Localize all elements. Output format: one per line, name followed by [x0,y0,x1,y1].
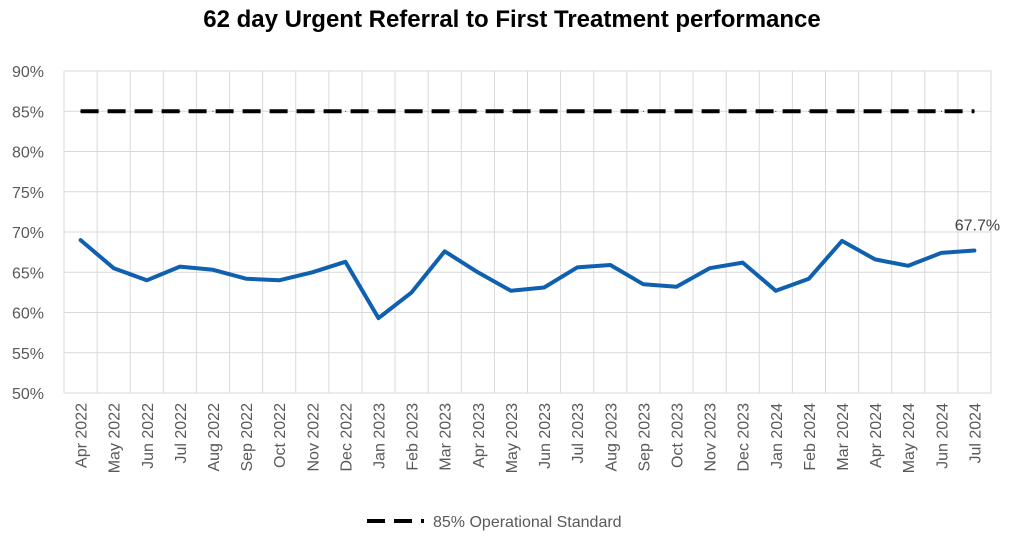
x-tick-label: May 2023 [504,403,521,473]
x-tick-label: Oct 2022 [272,403,289,468]
x-tick-label: Dec 2022 [338,403,355,472]
x-tick-label: Nov 2023 [703,403,720,472]
standard-point [874,110,876,112]
y-tick-label: 55% [12,346,44,363]
x-tick-label: Mar 2023 [438,403,455,471]
x-tick-label: Jul 2023 [570,403,587,464]
x-tick-label: Oct 2023 [669,403,686,468]
standard-point [742,110,744,112]
standard-point [576,110,578,112]
x-tick-label: Jul 2022 [173,403,190,464]
x-tick-label: Jan 2024 [769,403,786,469]
performance-point [576,266,578,268]
performance-point [80,239,82,241]
x-tick-label: Apr 2023 [471,403,488,468]
chart-title: 62 day Urgent Referral to First Treatmen… [203,6,821,33]
y-tick-label: 80% [12,145,44,162]
x-tick-label: Sep 2023 [636,403,653,472]
standard-point [510,110,512,112]
y-tick-label: 75% [12,185,44,202]
performance-point [510,290,512,292]
performance-point [146,279,148,281]
x-tick-label: May 2024 [901,403,918,473]
x-tick-label: Jun 2023 [537,403,554,469]
x-tick-label: Aug 2023 [603,403,620,472]
standard-point [444,110,446,112]
standard-point [675,110,677,112]
standard-point [80,110,82,112]
performance-point [675,286,677,288]
performance-point [477,271,479,273]
standard-point [378,110,380,112]
standard-point [344,110,346,112]
performance-point [874,258,876,260]
x-tick-label: Jan 2023 [372,403,389,469]
x-tick-label: Jun 2022 [140,403,157,469]
y-tick-label: 60% [12,306,44,323]
performance-point [808,278,810,280]
data-label: 67.7% [955,218,1000,235]
performance-point [742,262,744,264]
standard-point [775,110,777,112]
x-tick-label: May 2022 [107,403,124,473]
standard-point [146,110,148,112]
y-tick-label: 85% [12,104,44,121]
x-tick-label: Aug 2022 [206,403,223,472]
x-tick-label: Nov 2022 [305,403,322,472]
x-tick-label: Feb 2023 [405,403,422,471]
performance-point [444,250,446,252]
x-tick-label: Sep 2022 [239,403,256,472]
performance-point [841,240,843,242]
performance-point [709,267,711,269]
standard-point [642,110,644,112]
x-tick-label: Mar 2024 [835,403,852,471]
performance-point [378,317,380,319]
x-tick-label: Apr 2024 [868,403,885,468]
performance-point [179,266,181,268]
standard-point [245,110,247,112]
performance-point [113,267,115,269]
performance-point [940,252,942,254]
y-tick-label: 50% [12,386,44,403]
standard-point [709,110,711,112]
standard-point [808,110,810,112]
standard-point [973,110,975,112]
standard-point [907,110,909,112]
performance-point [642,283,644,285]
y-tick-label: 90% [12,64,44,81]
performance-point [311,271,313,273]
standard-point [411,110,413,112]
standard-point [212,110,214,112]
x-tick-label: Dec 2023 [736,403,753,472]
performance-point [543,287,545,289]
x-tick-label: Feb 2024 [802,403,819,471]
standard-point [477,110,479,112]
standard-point [311,110,313,112]
x-tick-label: Jul 2024 [967,403,984,464]
standard-point [543,110,545,112]
standard-point [940,110,942,112]
performance-point [609,264,611,266]
performance-line [78,238,977,321]
performance-point [212,269,214,271]
standard-point [179,110,181,112]
performance-point [344,261,346,263]
performance-point [278,279,280,281]
standard-point [609,110,611,112]
standard-point [113,110,115,112]
x-tick-label: Jun 2024 [934,403,951,469]
y-tick-label: 65% [12,265,44,282]
performance-point [973,250,975,252]
performance-point [411,291,413,293]
y-tick-label: 70% [12,225,44,242]
performance-point [907,265,909,267]
x-tick-label: Apr 2022 [74,403,91,468]
standard-point [278,110,280,112]
performance-point [245,278,247,280]
legend-label: 85% Operational Standard [433,514,622,531]
performance-point [775,290,777,292]
standard-point [841,110,843,112]
